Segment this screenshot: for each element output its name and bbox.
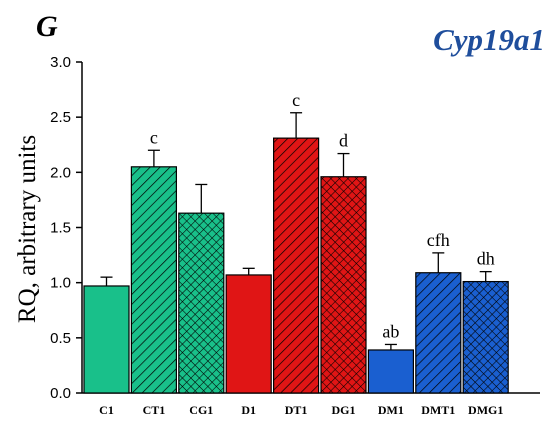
- y-tick-label: 2.5: [50, 109, 71, 126]
- y-axis-label: RQ, arbitrary units: [14, 135, 41, 323]
- bar-c1: [83, 285, 130, 394]
- bar-ct1: [130, 166, 177, 394]
- y-tick-label: 0.0: [50, 385, 71, 402]
- x-tick-label: CG1: [189, 403, 213, 417]
- x-tick-label: D1: [241, 403, 256, 417]
- panel-label: G: [36, 10, 58, 43]
- bar-dmg1: [462, 280, 509, 394]
- bar-d1: [225, 274, 272, 394]
- significance-label: dh: [477, 249, 495, 269]
- bar-dg1: [320, 176, 367, 394]
- significance-label: c: [292, 90, 300, 110]
- bar-dt1: [273, 137, 320, 394]
- bar-dm1: [367, 349, 414, 394]
- significance-label: c: [150, 127, 158, 147]
- x-tick-label: CT1: [143, 403, 166, 417]
- significance-label: ab: [382, 321, 399, 341]
- y-tick-label: 0.5: [50, 330, 71, 347]
- bar-dmt1: [415, 272, 462, 394]
- y-tick-label: 1.5: [50, 220, 71, 237]
- y-tick-label: 2.0: [50, 164, 71, 181]
- x-tick-label: DMG1: [468, 403, 503, 417]
- x-tick-label: DT1: [285, 403, 308, 417]
- x-tick-label: DM1: [378, 403, 404, 417]
- x-tick-label: C1: [99, 403, 114, 417]
- bars: C1 CT1 c CG1 D1 DT1 c DG1 d DM1 ab DMT1 cfh DMG1 dh: [83, 90, 509, 417]
- significance-label: d: [339, 131, 348, 151]
- y-tick-label: 1.0: [50, 275, 71, 292]
- significance-label: cfh: [427, 230, 450, 250]
- bar-cg1: [178, 212, 225, 394]
- x-tick-label: DMT1: [421, 403, 455, 417]
- chart-title: Cyp19a1: [433, 22, 545, 57]
- y-tick-label: 3.0: [50, 54, 71, 71]
- x-tick-label: DG1: [332, 403, 356, 417]
